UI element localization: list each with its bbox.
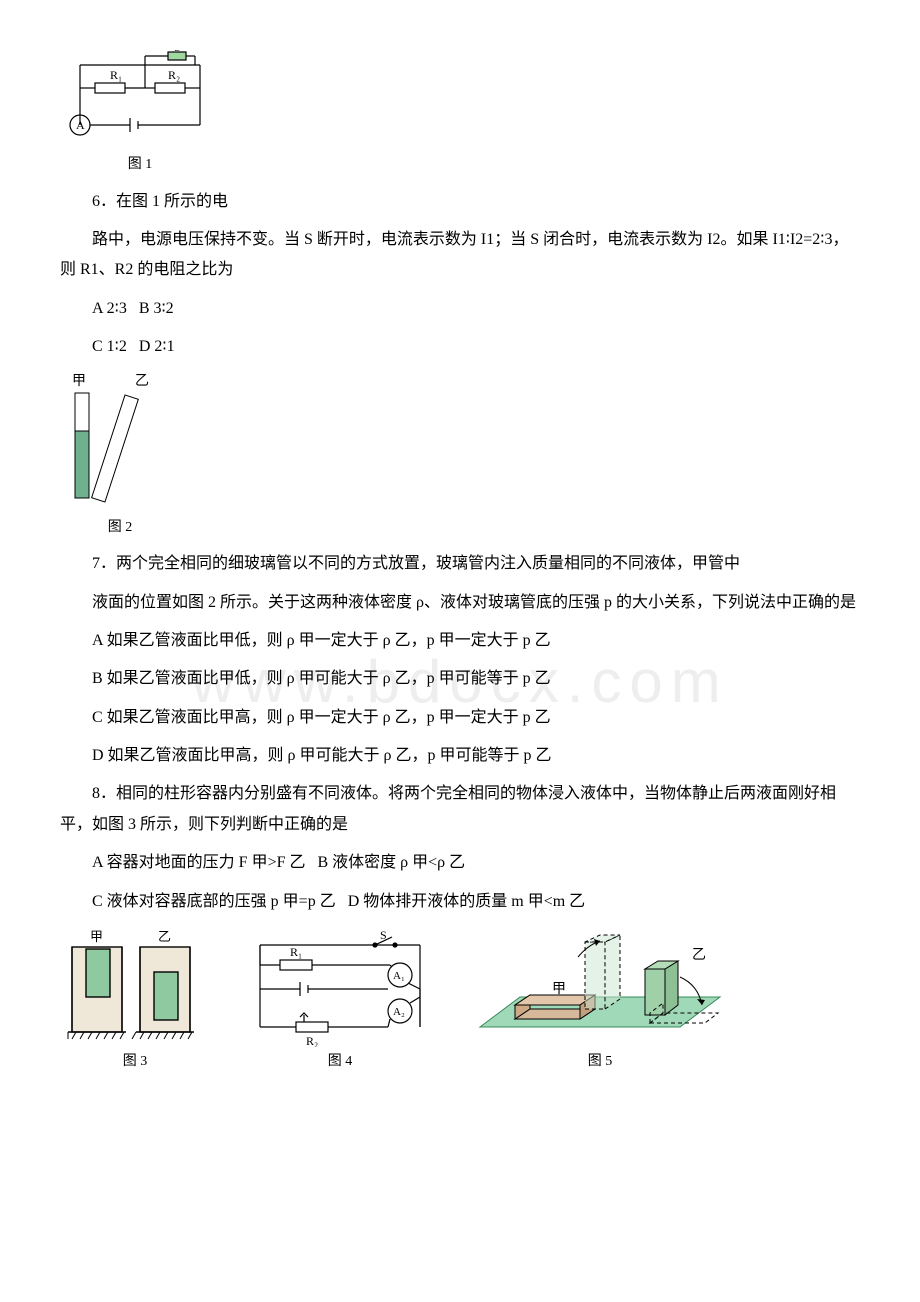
fig2-label: 图 2 (60, 515, 180, 542)
q7-optA: A 如果乙管液面比甲低，则 ρ 甲一定大于 ρ 乙，p 甲一定大于 p 乙 (60, 626, 860, 656)
q6-lead: 6．在图 1 所示的电 (60, 187, 860, 217)
fig2-jia: 甲 (72, 374, 86, 389)
fig4-s: S (380, 928, 387, 942)
q7-optD: D 如果乙管液面比甲高，则 ρ 甲可能大于 ρ 乙，p 甲可能等于 p 乙 (60, 741, 860, 771)
fig1-a: A (76, 118, 85, 132)
q7-optB: B 如果乙管液面比甲低，则 ρ 甲可能大于 ρ 乙，p 甲可能等于 p 乙 (60, 664, 860, 694)
q7-body: 液面的位置如图 2 所示。关于这两种液体密度 ρ、液体对玻璃管底的压强 p 的大… (60, 588, 860, 618)
fig4-a1: A₁ (393, 970, 405, 982)
figure-1: R₁ R₂ S A 图 1 (60, 50, 860, 179)
fig3-yi: 乙 (158, 929, 171, 944)
fig5-yi: 乙 (692, 947, 706, 963)
q8-optC: C 液体对容器底部的压强 p 甲=p 乙 (92, 893, 336, 910)
q6-optC: C 1∶2 (92, 338, 127, 355)
fig5-label: 图 5 (470, 1049, 730, 1076)
q7-lead: 7．两个完全相同的细玻璃管以不同的方式放置，玻璃管内注入质量相同的不同液体，甲管… (60, 549, 860, 579)
figure-4: R₁ R₂ S A₁ A₂ 图 4 (240, 927, 440, 1076)
fig4-label: 图 4 (240, 1049, 440, 1076)
q6-optD: D 2∶1 (139, 338, 175, 355)
q8-optA: A 容器对地面的压力 F 甲>F 乙 (92, 854, 306, 871)
q6-ab: A 2∶3 B 3∶2 (60, 294, 860, 324)
fig3-jia: 甲 (90, 929, 103, 944)
fig1-s: S (174, 50, 181, 54)
q7-optC: C 如果乙管液面比甲高，则 ρ 甲一定大于 ρ 乙，p 甲一定大于 p 乙 (60, 703, 860, 733)
fig4-r1: R₁ (290, 945, 302, 959)
fig4-a2: A₂ (393, 1006, 405, 1018)
q6-cd: C 1∶2 D 2∶1 (60, 332, 860, 362)
fig1-r1: R₁ (110, 68, 122, 82)
fig3-label: 图 3 (60, 1049, 210, 1076)
figure-3: 甲 乙 图 3 (60, 927, 210, 1076)
fig4-r2: R₂ (306, 1034, 318, 1047)
q6-optB: B 3∶2 (139, 300, 174, 317)
fig1-r2: R₂ (168, 68, 180, 82)
q8-lead: 8．相同的柱形容器内分别盛有不同液体。将两个完全相同的物体浸入液体中，当物体静止… (60, 779, 860, 840)
q6-optA: A 2∶3 (92, 300, 127, 317)
figure-5: 甲 乙 图 5 (470, 927, 730, 1076)
fig1-label: 图 1 (60, 152, 220, 179)
figure-row-345: 甲 乙 图 3 (60, 927, 860, 1076)
q8-optD: D 物体排开液体的质量 m 甲<m 乙 (348, 893, 585, 910)
fig2-yi: 乙 (135, 373, 149, 389)
q8-optB: B 液体密度 ρ 甲<ρ 乙 (318, 854, 466, 871)
q8-cd: C 液体对容器底部的压强 p 甲=p 乙 D 物体排开液体的质量 m 甲<m 乙 (60, 887, 860, 917)
q6-body: 路中，电源电压保持不变。当 S 断开时，电流表示数为 I1；当 S 闭合时，电流… (60, 225, 860, 286)
figure-2: 甲 乙 图 2 (60, 373, 860, 542)
fig5-jia: 甲 (552, 982, 566, 997)
q8-ab: A 容器对地面的压力 F 甲>F 乙 B 液体密度 ρ 甲<ρ 乙 (60, 848, 860, 878)
